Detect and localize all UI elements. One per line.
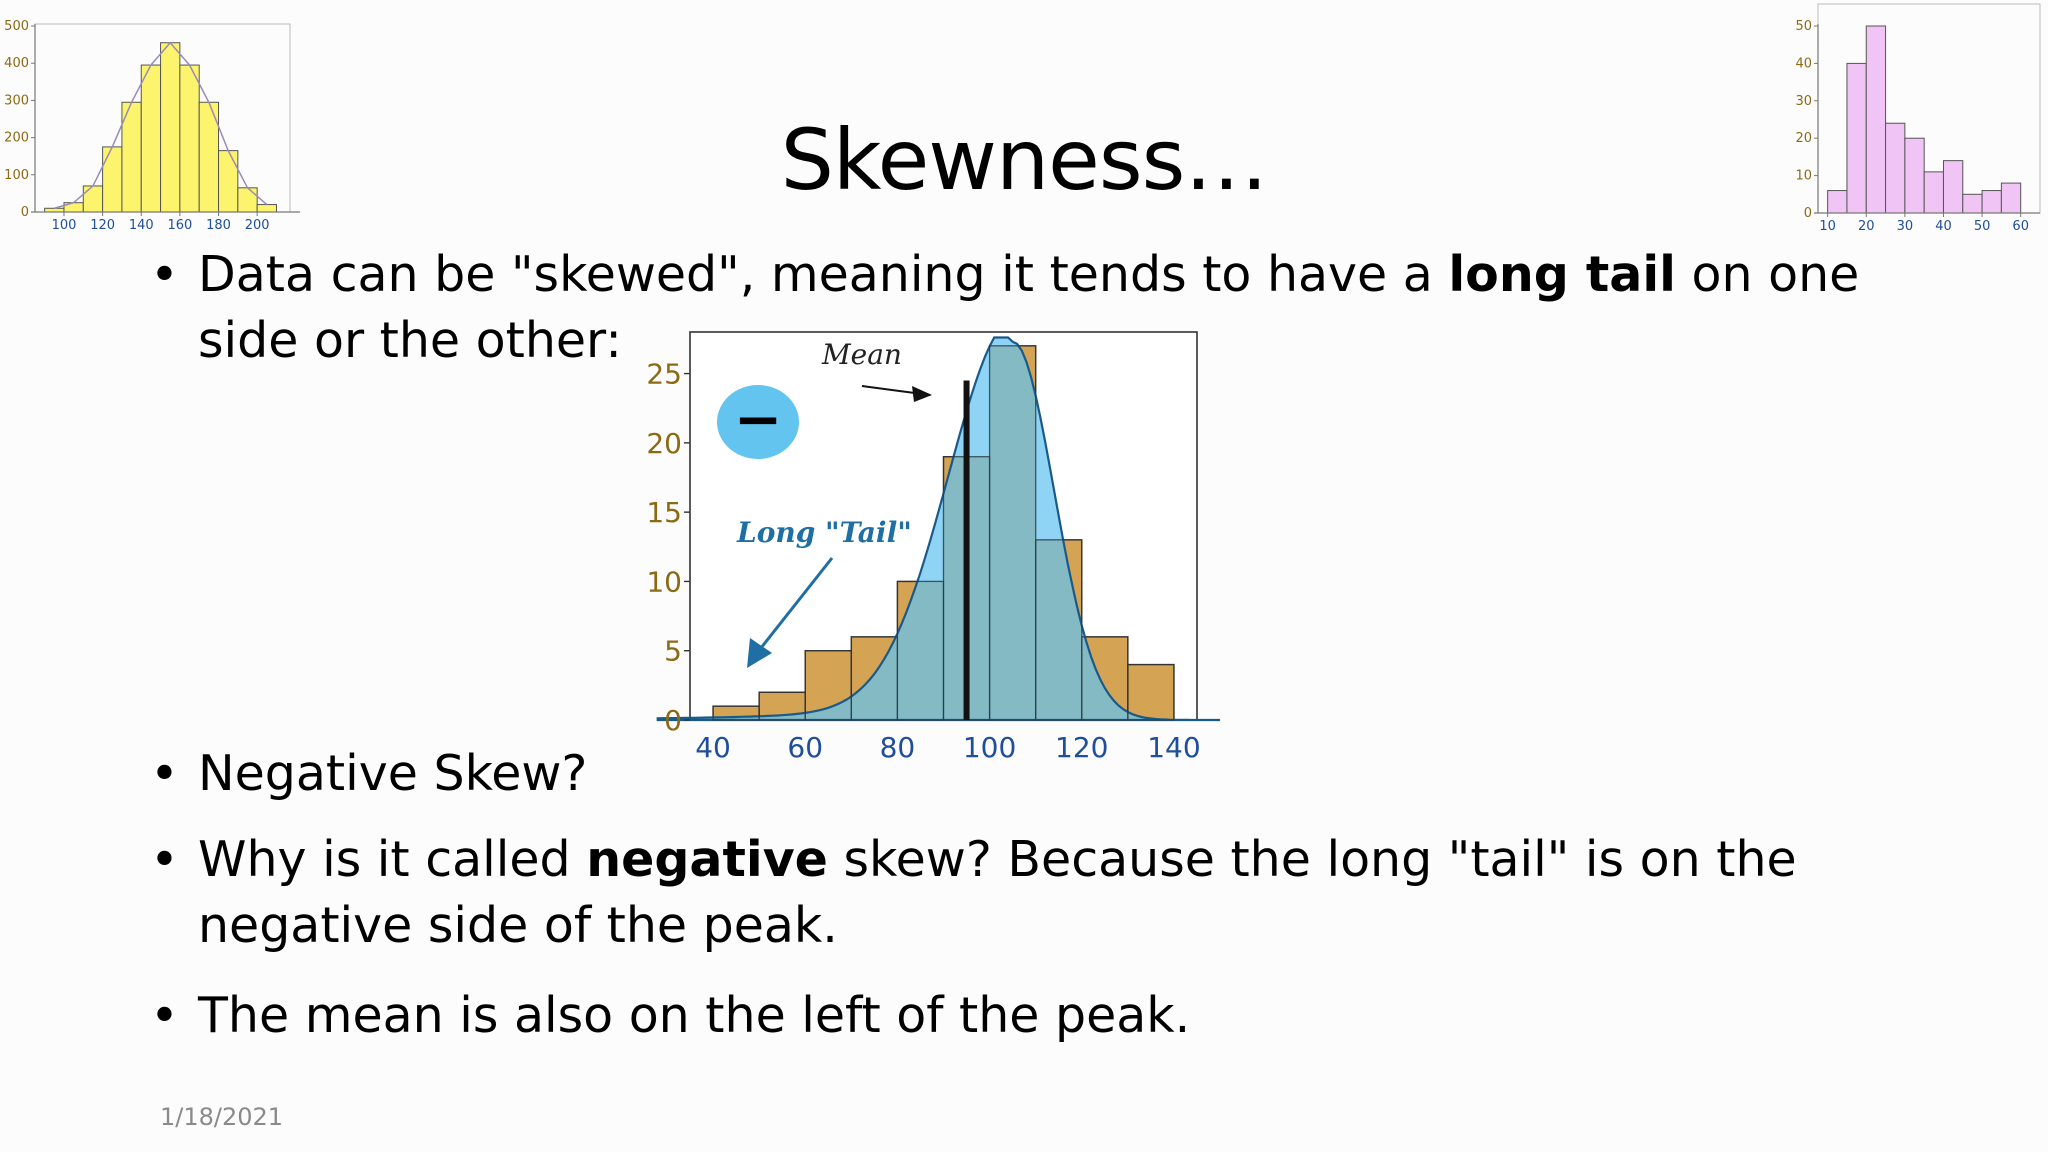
- x-tick-label: 180: [206, 218, 231, 233]
- mean-annotation-label: Mean: [821, 338, 902, 371]
- long-tail-arrowhead: [747, 638, 772, 668]
- x-tick-label: 200: [245, 218, 270, 233]
- y-tick-label: 25: [646, 358, 682, 391]
- negative-skew-chart-plot: 0 5 10 15 20 25 40 60 80 100 120 140 − Mean Long "Tail…: [646, 331, 1221, 764]
- thumbnail-histogram-right: 0 10 20 30 40 50 10 20 30 40 50 60: [1790, 0, 2048, 240]
- y-tick-label: 0: [1804, 206, 1812, 221]
- x-tick-label: 10: [1819, 219, 1836, 234]
- bullet-text-pre: Why is it called: [198, 831, 587, 888]
- y-tick-label: 20: [646, 427, 682, 460]
- x-tick-label: 160: [167, 218, 192, 233]
- histogram-bar-outline: [1035, 539, 1083, 721]
- bullet-text-post: skew? Because the long "tail" is on the …: [198, 831, 1797, 954]
- x-tick-label: 80: [880, 731, 916, 764]
- histogram-bar: [256, 204, 277, 213]
- bullet-text-bold: negative: [586, 831, 828, 888]
- bullet-dot: •: [150, 987, 179, 1044]
- bullet-list-2: • Negative Skew?: [150, 741, 1870, 807]
- histogram-bar-outline: [988, 345, 1037, 721]
- x-tick-label: 140: [1147, 731, 1200, 764]
- histogram-bar: [1127, 663, 1175, 721]
- x-tick-label: 100: [52, 218, 77, 233]
- bullet-text: Negative Skew?: [198, 745, 588, 802]
- minus-badge: [717, 385, 799, 459]
- bullet-dot: •: [150, 246, 179, 303]
- y-tick-label: 400: [4, 56, 29, 71]
- x-tick-label: 50: [1974, 219, 1991, 234]
- bullet-item: • The mean is also on the left of the pe…: [150, 983, 1870, 1049]
- bullet-item: • Why is it called negative skew? Becaus…: [150, 827, 1870, 959]
- bullet-dot: •: [150, 831, 179, 888]
- long-tail-annotation-label: Long "Tail": [736, 516, 912, 549]
- x-tick-label: 30: [1897, 219, 1914, 234]
- minus-badge-label: −: [734, 385, 783, 453]
- bullet-list-4: • The mean is also on the left of the pe…: [150, 983, 1870, 1049]
- y-tick-label: 300: [4, 93, 29, 108]
- x-tick-label: 140: [129, 218, 154, 233]
- x-tick-label: 40: [695, 731, 731, 764]
- y-tick-label: 5: [664, 635, 682, 668]
- y-tick-label: 500: [4, 19, 29, 34]
- y-tick-label: 100: [4, 168, 29, 183]
- bullet-item: • Negative Skew?: [150, 741, 1870, 807]
- y-tick-label: 10: [646, 565, 682, 598]
- long-tail-arrow: [755, 557, 834, 654]
- bullet-text-post: on one side or the other:: [198, 246, 1860, 369]
- y-tick-label: 200: [4, 131, 29, 146]
- distribution-curve: [656, 336, 1221, 722]
- slide-title: Skewness…: [780, 111, 1269, 209]
- histogram-bar-outline: [1127, 663, 1175, 721]
- y-tick-label: 30: [1795, 94, 1812, 109]
- distribution-curve: [54, 41, 268, 210]
- y-tick-label: 20: [1795, 131, 1812, 146]
- bullet-text-pre: Data can be "skewed", meaning it tends t…: [198, 246, 1449, 303]
- y-tick-label: 10: [1795, 169, 1812, 184]
- bullet-dot: •: [150, 745, 179, 802]
- thumbnail-histogram-left: 0 100 200 300 400 500 100 120 140 160 180 200: [0, 12, 310, 242]
- y-tick-label: 40: [1795, 56, 1812, 71]
- x-tick-label: 20: [1858, 219, 1875, 234]
- bullet-item: • Data can be "skewed", meaning it tends…: [150, 242, 1870, 374]
- y-tick-label: 15: [646, 496, 682, 529]
- x-tick-label: 100: [963, 731, 1016, 764]
- thumbnail-histogram-right-plot: 0 10 20 30 40 50 10 20 30 40 50 60: [1795, 3, 2041, 234]
- mean-arrowhead: [912, 386, 932, 402]
- x-tick-label: 40: [1935, 219, 1952, 234]
- bullet-list-3: • Why is it called negative skew? Becaus…: [150, 827, 1870, 959]
- negative-skew-chart: 0 5 10 15 20 25 40 60 80 100 120 140 − Mean Long "Tail…: [622, 318, 1222, 768]
- x-tick-label: 120: [1055, 731, 1108, 764]
- slide-date: 1/18/2021: [160, 1103, 284, 1131]
- x-tick-label: 120: [90, 218, 115, 233]
- y-tick-label: 0: [21, 205, 29, 220]
- bullet-text-bold: long tail: [1448, 246, 1676, 303]
- y-tick-label: 50: [1795, 19, 1812, 34]
- bullet-text: The mean is also on the left of the peak…: [198, 987, 1191, 1044]
- x-tick-label: 60: [787, 731, 823, 764]
- bullet-list-1: • Data can be "skewed", meaning it tends…: [150, 242, 1870, 374]
- thumbnail-histogram-left-plot: 0 100 200 300 400 500 100 120 140 160 180 200: [4, 19, 300, 233]
- y-tick-label: 0: [664, 704, 682, 737]
- x-tick-label: 60: [2012, 219, 2029, 234]
